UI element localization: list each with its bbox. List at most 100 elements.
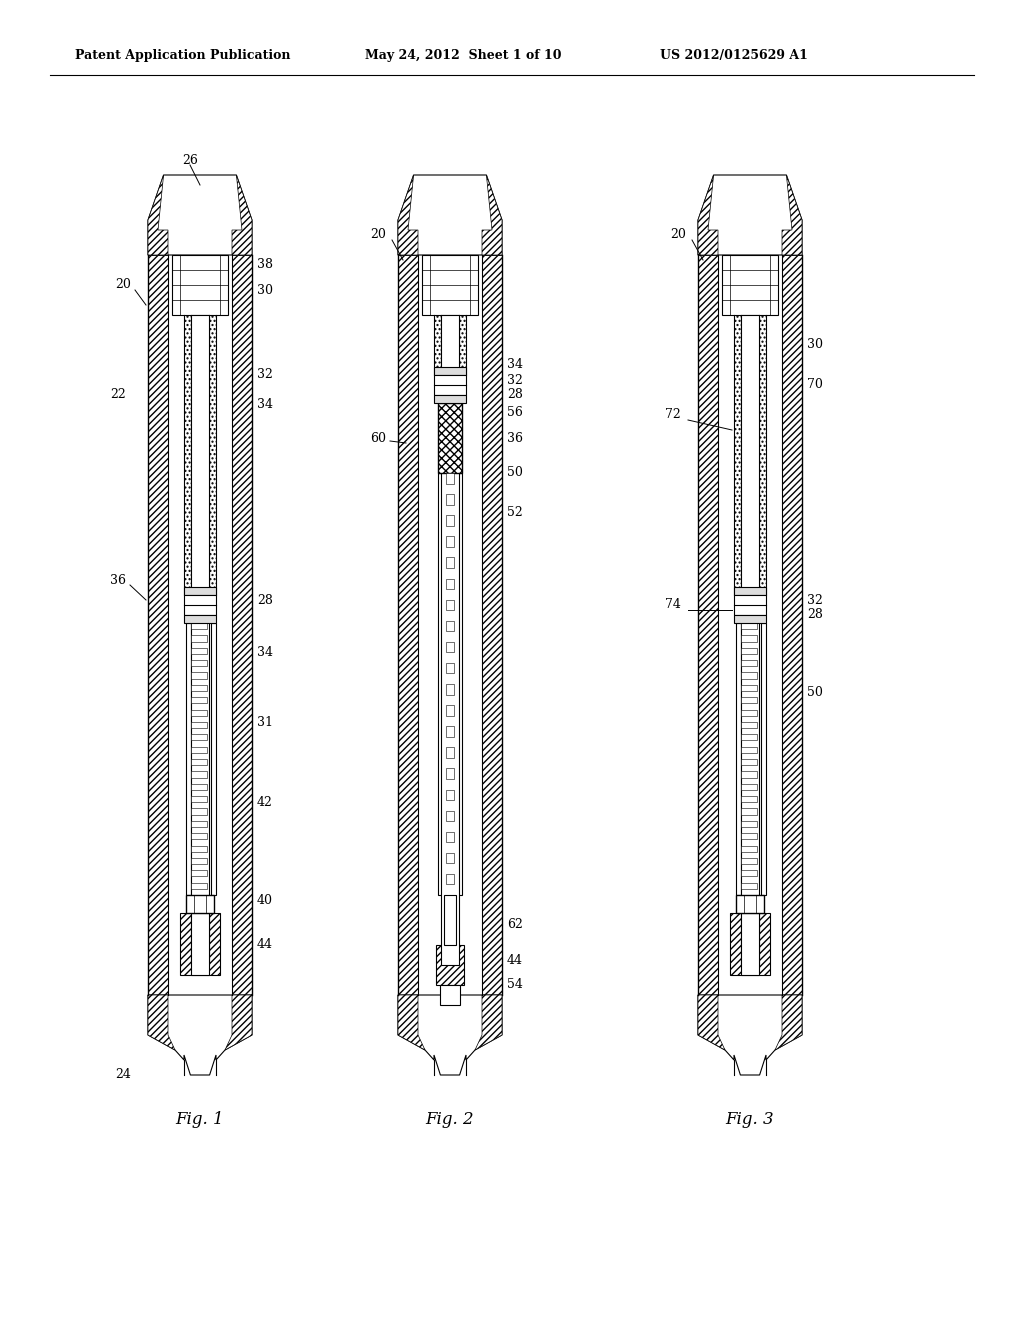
- Text: 34: 34: [257, 399, 273, 412]
- Text: 44: 44: [507, 953, 523, 966]
- Polygon shape: [148, 176, 168, 255]
- Bar: [722, 255, 778, 315]
- Text: 20: 20: [670, 228, 686, 242]
- Bar: [184, 587, 216, 595]
- Bar: [741, 759, 757, 766]
- Text: 40: 40: [257, 894, 273, 907]
- Bar: [191, 685, 207, 690]
- Text: 38: 38: [257, 259, 273, 272]
- Polygon shape: [225, 995, 252, 1049]
- Bar: [446, 557, 454, 568]
- Polygon shape: [698, 176, 802, 255]
- Bar: [446, 705, 454, 715]
- Bar: [444, 895, 456, 945]
- Bar: [191, 672, 207, 678]
- Bar: [191, 858, 207, 865]
- Bar: [191, 747, 207, 752]
- Text: 60: 60: [370, 432, 386, 445]
- Bar: [191, 846, 207, 851]
- Text: 32: 32: [807, 594, 823, 606]
- Bar: [438, 403, 462, 473]
- Bar: [734, 315, 741, 595]
- Text: 42: 42: [257, 796, 272, 809]
- Text: Fig. 2: Fig. 2: [426, 1111, 474, 1129]
- Bar: [434, 315, 441, 375]
- Text: 50: 50: [507, 466, 523, 479]
- Bar: [441, 315, 459, 965]
- Bar: [191, 833, 207, 840]
- Bar: [482, 255, 502, 995]
- Bar: [446, 768, 454, 779]
- Text: 28: 28: [807, 609, 823, 622]
- Bar: [741, 660, 757, 667]
- Bar: [741, 685, 757, 690]
- Bar: [172, 255, 228, 315]
- Bar: [191, 660, 207, 667]
- Bar: [446, 747, 454, 758]
- Text: 44: 44: [257, 939, 273, 952]
- Text: 54: 54: [507, 978, 523, 991]
- Bar: [191, 722, 207, 729]
- Bar: [741, 771, 757, 777]
- Bar: [191, 796, 207, 803]
- Polygon shape: [698, 995, 802, 1074]
- Bar: [718, 255, 782, 995]
- Bar: [191, 771, 207, 777]
- Bar: [734, 615, 766, 623]
- Bar: [759, 315, 766, 595]
- Bar: [191, 734, 207, 741]
- Bar: [459, 315, 466, 375]
- Text: 28: 28: [507, 388, 523, 401]
- Bar: [741, 870, 757, 876]
- Bar: [741, 808, 757, 814]
- Bar: [741, 833, 757, 840]
- Bar: [741, 734, 757, 741]
- Bar: [446, 473, 454, 483]
- Bar: [741, 821, 757, 828]
- Bar: [761, 623, 766, 895]
- Text: 20: 20: [115, 279, 131, 292]
- Polygon shape: [698, 995, 725, 1049]
- Bar: [191, 784, 207, 789]
- Bar: [191, 821, 207, 828]
- Text: 72: 72: [665, 408, 681, 421]
- Bar: [186, 623, 191, 895]
- Polygon shape: [482, 176, 502, 255]
- Bar: [741, 315, 759, 965]
- Text: Fig. 3: Fig. 3: [726, 1111, 774, 1129]
- Bar: [184, 615, 216, 623]
- Polygon shape: [475, 995, 502, 1049]
- Polygon shape: [398, 176, 418, 255]
- Text: 22: 22: [110, 388, 126, 401]
- Text: 31: 31: [257, 717, 273, 730]
- Text: 28: 28: [257, 594, 272, 606]
- Bar: [434, 395, 466, 403]
- Bar: [446, 663, 454, 673]
- Bar: [191, 623, 207, 630]
- Text: US 2012/0125629 A1: US 2012/0125629 A1: [660, 49, 808, 62]
- Text: 30: 30: [257, 284, 273, 297]
- Bar: [698, 255, 718, 995]
- Text: 32: 32: [507, 374, 523, 387]
- Bar: [232, 255, 252, 995]
- Text: 52: 52: [507, 507, 522, 520]
- Bar: [741, 623, 757, 630]
- Bar: [446, 536, 454, 546]
- Text: 36: 36: [110, 573, 126, 586]
- Text: 32: 32: [257, 368, 272, 381]
- Polygon shape: [148, 995, 175, 1049]
- Polygon shape: [782, 176, 802, 255]
- Bar: [446, 810, 454, 821]
- Bar: [446, 642, 454, 652]
- Bar: [446, 789, 454, 800]
- Bar: [741, 747, 757, 752]
- Bar: [209, 315, 216, 595]
- Bar: [736, 895, 764, 913]
- Bar: [741, 913, 759, 975]
- Text: Fig. 1: Fig. 1: [176, 1111, 224, 1129]
- Bar: [191, 759, 207, 766]
- Bar: [741, 672, 757, 678]
- Bar: [446, 832, 454, 842]
- Text: 26: 26: [182, 153, 198, 166]
- Bar: [148, 255, 168, 995]
